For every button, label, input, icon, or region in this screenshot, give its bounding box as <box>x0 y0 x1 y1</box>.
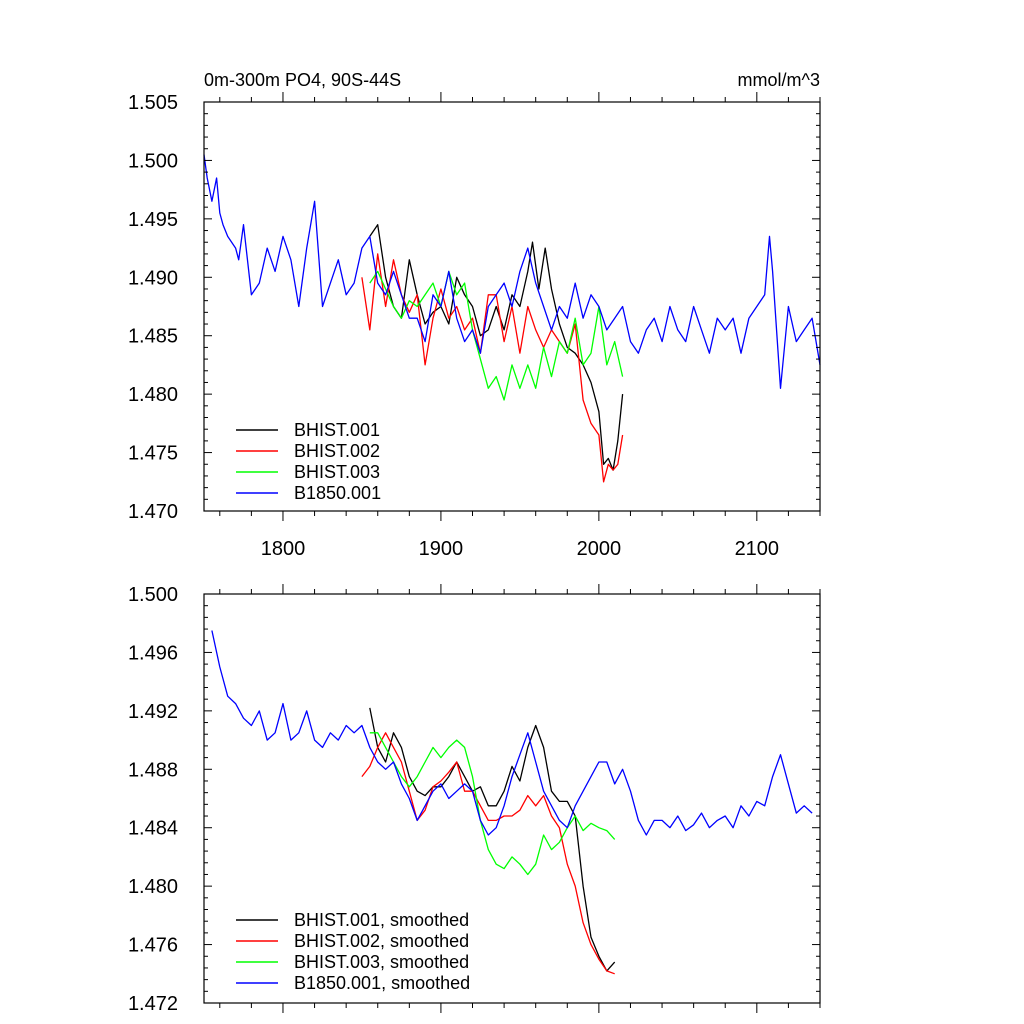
top-series-line-0 <box>369 224 624 471</box>
bottom-series-line-2 <box>369 732 616 876</box>
bottom-ytick-label: 1.488 <box>128 759 178 781</box>
top-chart-title: 0m-300m PO4, 90S-44S <box>204 70 401 90</box>
bottom-ytick-label: 1.496 <box>128 642 178 664</box>
top-legend-label-3: B1850.001 <box>294 483 381 503</box>
top-series-line-1 <box>361 253 624 483</box>
bottom-legend-label-0: BHIST.001, smoothed <box>294 910 469 930</box>
top-legend-label-2: BHIST.003 <box>294 462 380 482</box>
top-ytick-label: 1.475 <box>128 443 178 465</box>
top-panel: 0m-300m PO4, 90S-44S mmol/m^3 1.470 1.475… <box>128 70 821 560</box>
top-ytick-label: 1.500 <box>128 150 178 172</box>
bottom-series-line-3 <box>211 630 813 836</box>
top-legend-label-0: BHIST.001 <box>294 420 380 440</box>
top-axis-ticks: 1.470 1.475 1.480 1.485 1.490 1.495 1.500 1.505… <box>128 92 821 560</box>
bottom-ytick-label: 1.476 <box>128 935 178 957</box>
bottom-ytick-label: 1.480 <box>128 876 178 898</box>
top-legend-label-1: BHIST.002 <box>294 441 380 461</box>
top-xtick-label: 2000 <box>577 538 622 560</box>
top-ytick-label: 1.505 <box>128 92 178 114</box>
top-ytick-label: 1.490 <box>128 267 178 289</box>
bottom-series-line-1 <box>361 732 615 975</box>
bottom-plot-frame <box>203 593 821 1004</box>
bottom-series-line-0 <box>369 707 616 972</box>
bottom-ytick-label: 1.500 <box>128 584 178 606</box>
bottom-legend-label-2: BHIST.003, smoothed <box>294 952 469 972</box>
bottom-ytick-label: 1.484 <box>128 818 178 840</box>
top-ytick-label: 1.470 <box>128 501 178 523</box>
top-ytick-label: 1.480 <box>128 384 178 406</box>
bottom-panel: 1.472 1.476 1.480 1.484 1.488 1.492 1.496 1.500… <box>128 584 821 1015</box>
bottom-series-group <box>211 630 813 975</box>
top-xtick-label: 1900 <box>419 538 464 560</box>
top-xtick-label: 2100 <box>735 538 780 560</box>
top-series-line-3 <box>203 154 821 389</box>
bottom-ytick-label: 1.472 <box>128 993 178 1015</box>
top-series-group <box>203 154 821 483</box>
top-plot-frame <box>203 101 821 512</box>
top-ytick-label: 1.485 <box>128 326 178 348</box>
top-series-line-2 <box>369 270 624 401</box>
top-chart-units: mmol/m^3 <box>738 70 820 90</box>
top-xtick-label: 1800 <box>261 538 306 560</box>
bottom-axis-ticks: 1.472 1.476 1.480 1.484 1.488 1.492 1.496 1.500 <box>128 584 821 1015</box>
top-ytick-label: 1.495 <box>128 209 178 231</box>
bottom-legend-label-3: B1850.001, smoothed <box>294 973 470 993</box>
bottom-legend-label-1: BHIST.002, smoothed <box>294 931 469 951</box>
bottom-ytick-label: 1.492 <box>128 701 178 723</box>
